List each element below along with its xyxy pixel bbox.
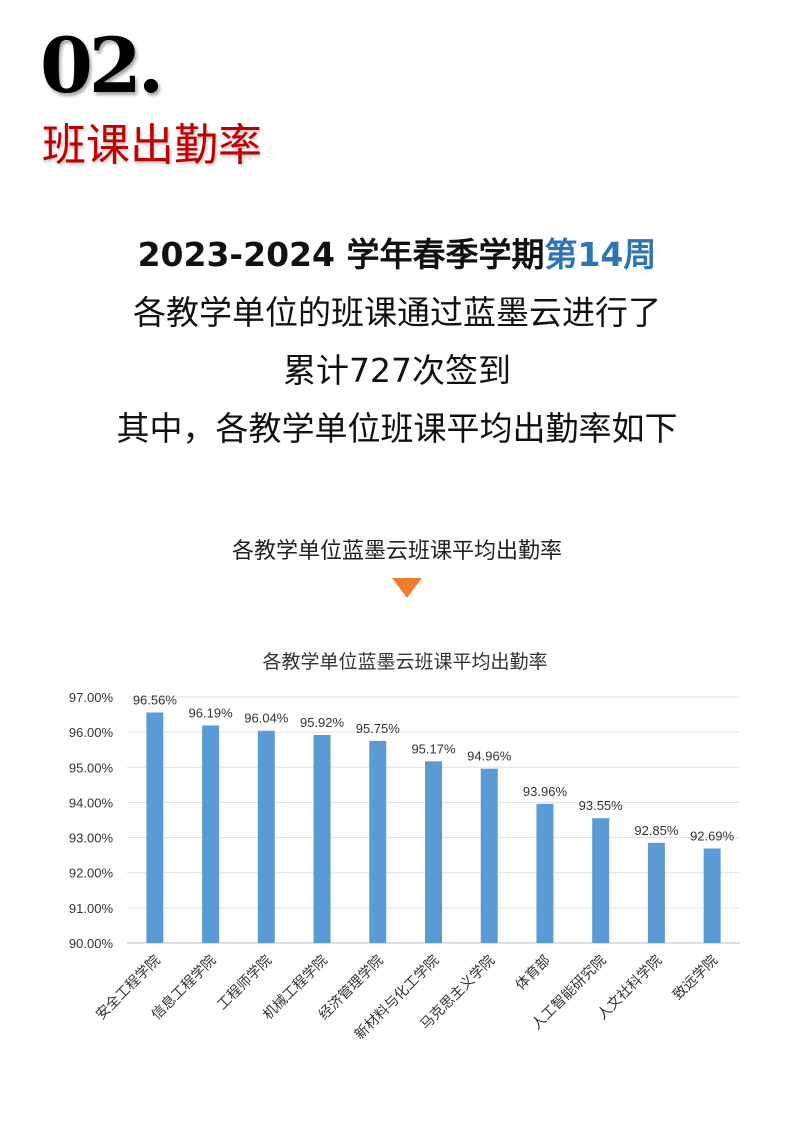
y-tick-label: 96.00% <box>69 725 114 740</box>
y-tick-label: 93.00% <box>69 831 114 846</box>
data-label: 95.92% <box>300 715 345 730</box>
y-tick-label: 91.00% <box>69 901 114 916</box>
x-tick-label: 致远学院 <box>670 953 721 1004</box>
data-label: 96.04% <box>244 711 289 726</box>
intro-line-4: 其中，各教学单位班课平均出勤率如下 <box>116 409 678 448</box>
bar <box>480 768 498 943</box>
bar <box>592 818 610 943</box>
x-tick-label: 体育部 <box>513 953 554 994</box>
section-number: 02. <box>40 21 164 110</box>
intro-text: 2023-2024 学年春季学期第14周 各教学单位的班课通过蓝墨云进行了 累计… <box>0 226 794 458</box>
bar <box>425 761 442 943</box>
data-label: 96.56% <box>133 692 178 707</box>
term-label: 2023-2024 学年春季学期 <box>137 235 545 274</box>
data-label: 96.19% <box>189 705 234 720</box>
data-label: 92.69% <box>690 828 735 843</box>
y-tick-label: 95.00% <box>69 760 114 775</box>
x-tick-label: 工程师学院 <box>214 953 275 1014</box>
data-label: 92.85% <box>634 823 679 838</box>
bar <box>313 734 331 943</box>
bar <box>703 848 721 943</box>
chart-title: 各教学单位蓝墨云班课平均出勤率 <box>262 651 547 673</box>
bar <box>536 803 554 943</box>
y-tick-label: 97.00% <box>69 690 114 705</box>
y-tick-label: 90.00% <box>69 936 114 951</box>
bar <box>647 842 665 943</box>
week-label: 第14周 <box>544 235 657 274</box>
bar <box>202 725 220 943</box>
section-caption: 各教学单位蓝墨云班课平均出勤率 <box>231 539 562 564</box>
data-label: 93.96% <box>523 784 568 799</box>
section-title: 班课出勤率 <box>42 120 262 171</box>
intro-line-3: 累计727次签到 <box>283 351 511 390</box>
intro-line-1: 2023-2024 学年春季学期第14周 <box>0 226 794 284</box>
data-label: 95.75% <box>356 721 401 736</box>
y-tick-label: 94.00% <box>69 795 114 810</box>
bar <box>257 730 275 943</box>
y-tick-label: 92.00% <box>69 866 114 881</box>
data-label: 95.17% <box>411 741 456 756</box>
bar <box>369 740 387 943</box>
data-label: 94.96% <box>467 749 512 764</box>
intro-line-2: 各教学单位的班课通过蓝墨云进行了 <box>133 293 661 332</box>
bar <box>146 712 164 943</box>
data-label: 93.55% <box>579 798 624 813</box>
down-triangle-icon <box>392 578 422 598</box>
